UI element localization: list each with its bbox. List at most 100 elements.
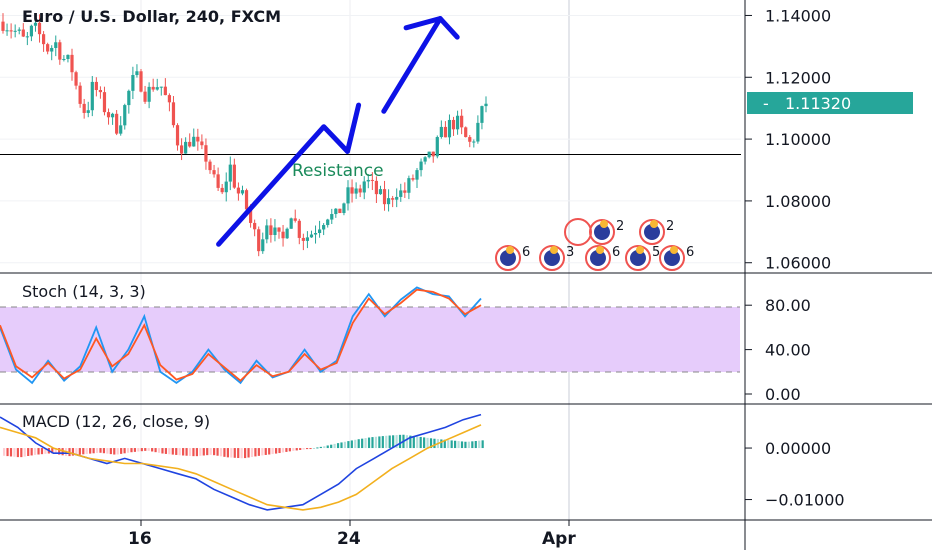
candle-body	[240, 190, 245, 194]
candle-body	[370, 179, 374, 181]
candle-body	[395, 196, 399, 200]
drawn-arrows[interactable]	[216, 16, 460, 247]
macd-histogram-bar	[285, 448, 288, 452]
event-marker-count: 6	[522, 245, 530, 260]
candle-body	[9, 30, 13, 32]
candle-body	[330, 214, 334, 220]
macd-histogram-bar	[312, 447, 316, 449]
candle-body	[29, 25, 34, 37]
candle-body	[33, 22, 38, 26]
candle-body	[62, 58, 66, 60]
macd-histogram-bar	[326, 445, 329, 449]
candle-body	[127, 90, 131, 106]
macd-histogram-bar	[264, 448, 267, 455]
macd-histogram-bar	[58, 448, 61, 455]
stoch-k-line	[0, 286, 482, 385]
price-tick-label: 1.14000	[765, 6, 831, 25]
candle-body	[159, 86, 163, 88]
macd-histogram-bar	[429, 438, 433, 449]
candle-body	[94, 81, 98, 91]
macd-histogram-bar	[27, 448, 30, 457]
event-marker-dot	[600, 220, 608, 228]
candle-body	[350, 187, 354, 194]
macd-histogram-bar	[6, 448, 9, 457]
price-tick-label: 1.06000	[765, 254, 831, 273]
macd-histogram-bar	[71, 448, 75, 456]
macd-histogram-bar	[460, 441, 464, 449]
candle-body	[74, 72, 78, 86]
event-marker-top: 2	[639, 219, 674, 245]
date-label-apr: Apr	[542, 529, 576, 549]
event-marker-count: 2	[666, 219, 674, 234]
macd-histogram-bar	[16, 448, 19, 458]
event-marker-count: 3	[566, 245, 574, 260]
candle-body	[147, 86, 151, 102]
candle-body	[354, 188, 358, 194]
macd-histogram-bar	[154, 448, 157, 453]
candle-body	[25, 36, 29, 38]
candle-body	[297, 220, 301, 238]
macd-histogram-bar	[364, 438, 367, 449]
macd-histogram-bar	[412, 436, 415, 449]
macd-tick-label: 0.00000	[765, 439, 831, 458]
candle-body	[78, 85, 82, 104]
macd-histogram-bar	[409, 435, 412, 449]
event-marker-bottom: 6	[495, 245, 530, 271]
event-marker-flag	[664, 250, 680, 266]
candle-body	[407, 178, 411, 193]
event-marker-count: 5	[652, 245, 660, 260]
candle-body	[139, 71, 143, 92]
candle-body	[17, 29, 21, 31]
candle-body	[285, 228, 289, 239]
macd-histogram-bar	[405, 435, 409, 449]
macd-histogram-bar	[171, 448, 174, 455]
candle-body	[188, 141, 192, 147]
candle-body	[13, 30, 17, 32]
macd-histogram-bar	[51, 448, 54, 454]
candle-body	[21, 29, 25, 37]
candle-body	[289, 218, 293, 229]
candle-body	[391, 198, 395, 200]
candle-body	[167, 95, 172, 103]
macd-histogram-bar	[95, 448, 99, 453]
candle-body	[135, 71, 139, 76]
event-marker-flag	[644, 224, 660, 240]
candle-body	[386, 198, 391, 205]
candle-body	[447, 119, 452, 138]
macd-histogram-bar	[147, 448, 150, 451]
candle-body	[90, 81, 94, 111]
macd-histogram-bar	[467, 441, 470, 449]
macd-histogram-bar	[336, 443, 340, 449]
macd-histogram-bar	[244, 448, 247, 459]
macd-histogram-bar	[340, 442, 343, 449]
macd-histogram-bar	[92, 448, 95, 454]
candle-body	[41, 34, 46, 45]
event-markers[interactable]: 2 26 3 6 5 6	[495, 218, 694, 271]
macd-histogram-bar	[374, 436, 378, 449]
macd-histogram-bar	[474, 440, 477, 449]
candle-body	[163, 86, 167, 96]
macd-histogram-bar	[443, 439, 446, 449]
macd-histogram-bar	[130, 448, 133, 453]
macd-histogram-bar	[292, 448, 295, 451]
candle-body	[155, 87, 159, 90]
macd-histogram-bar	[295, 448, 298, 451]
macd-histogram-bar	[137, 448, 140, 452]
candle-body	[204, 145, 208, 162]
macd-histogram-bar	[233, 448, 236, 458]
macd-histogram-bar	[9, 448, 13, 457]
event-marker-bottom: 6	[659, 245, 694, 271]
candle-body	[179, 145, 184, 154]
macd-histogram-bar	[333, 443, 336, 449]
price-tick-label: 1.10000	[765, 130, 831, 149]
candle-body	[244, 190, 249, 210]
candle-body	[248, 209, 253, 223]
candle-body	[460, 115, 464, 128]
macd-histogram-bar	[330, 444, 333, 449]
candle-body	[273, 227, 277, 235]
macd-histogram-bar	[464, 441, 467, 449]
macd-histogram-bar	[247, 448, 250, 458]
candle-body	[411, 178, 415, 180]
macd-histogram-bar	[33, 448, 37, 455]
